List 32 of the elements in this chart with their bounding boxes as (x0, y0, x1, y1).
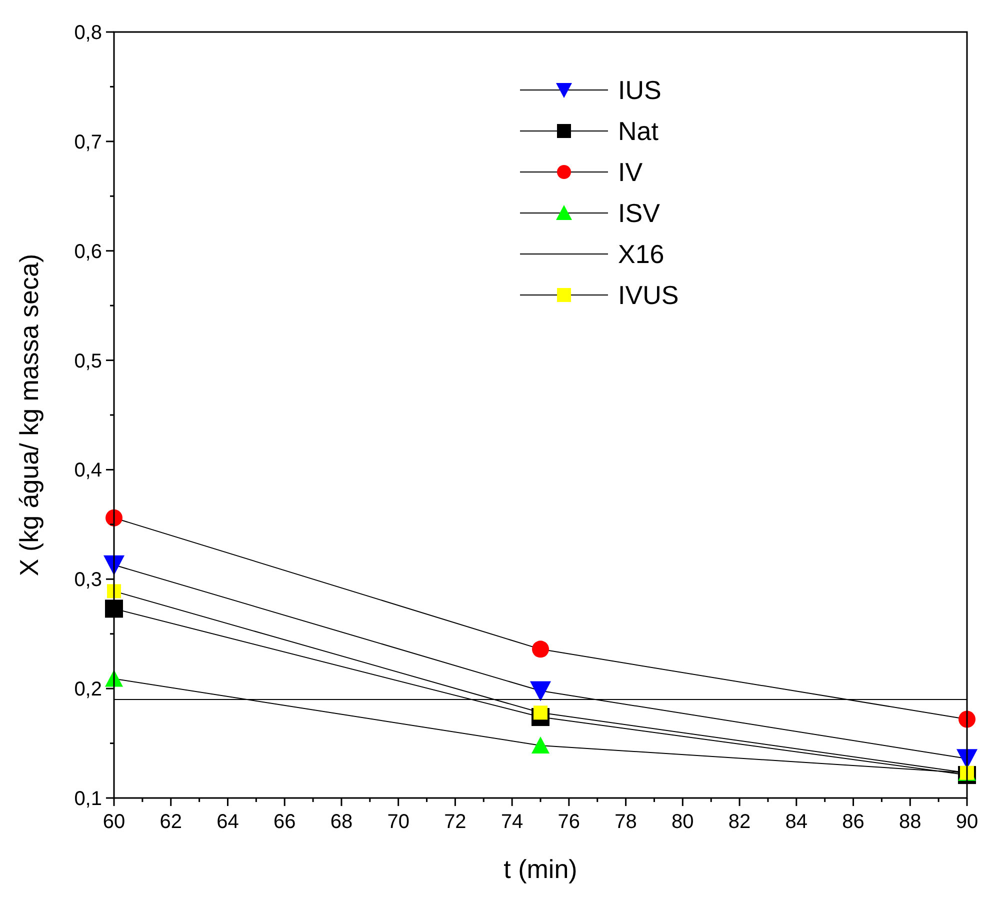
legend-label: X16 (618, 239, 664, 269)
y-axis-title: X (kg água/ kg massa seca) (14, 254, 44, 576)
y-tick-label: 0,5 (74, 350, 102, 372)
y-tick-label: 0,8 (74, 22, 102, 44)
y-tick-label: 0,6 (74, 240, 102, 263)
x-tick-label: 72 (444, 811, 466, 833)
x-tick-label: 90 (956, 811, 978, 833)
x-tick-label: 82 (728, 811, 751, 833)
y-tick-label: 0,4 (74, 460, 102, 482)
legend-label: ISV (618, 198, 661, 228)
legend-label: Nat (618, 116, 660, 146)
x-tick-label: 60 (102, 811, 126, 833)
x-tick-label: 84 (785, 811, 808, 833)
x-tick-label: 88 (899, 811, 922, 833)
x-tick-label: 66 (273, 811, 296, 833)
y-tick-label: 0,7 (74, 131, 102, 154)
legend-label: IV (618, 157, 644, 187)
x-tick-label: 76 (558, 811, 580, 833)
x-tick-label: 86 (842, 811, 864, 833)
y-tick-label: 0,1 (74, 788, 102, 810)
y-tick-label: 0,3 (74, 569, 102, 592)
y-tick-label: 0,2 (74, 678, 102, 701)
x-tick-label: 70 (387, 811, 410, 833)
x-tick-label: 62 (160, 811, 182, 833)
legend-label: IVUS (618, 280, 679, 310)
x-tick-label: 68 (330, 811, 353, 833)
x-tick-label: 64 (216, 811, 239, 833)
legend-label: IUS (618, 75, 662, 105)
x-axis-title: t (min) (504, 854, 578, 884)
x-tick-label: 78 (614, 811, 637, 833)
x-tick-label: 74 (500, 811, 524, 833)
x-tick-label: 80 (672, 811, 694, 833)
